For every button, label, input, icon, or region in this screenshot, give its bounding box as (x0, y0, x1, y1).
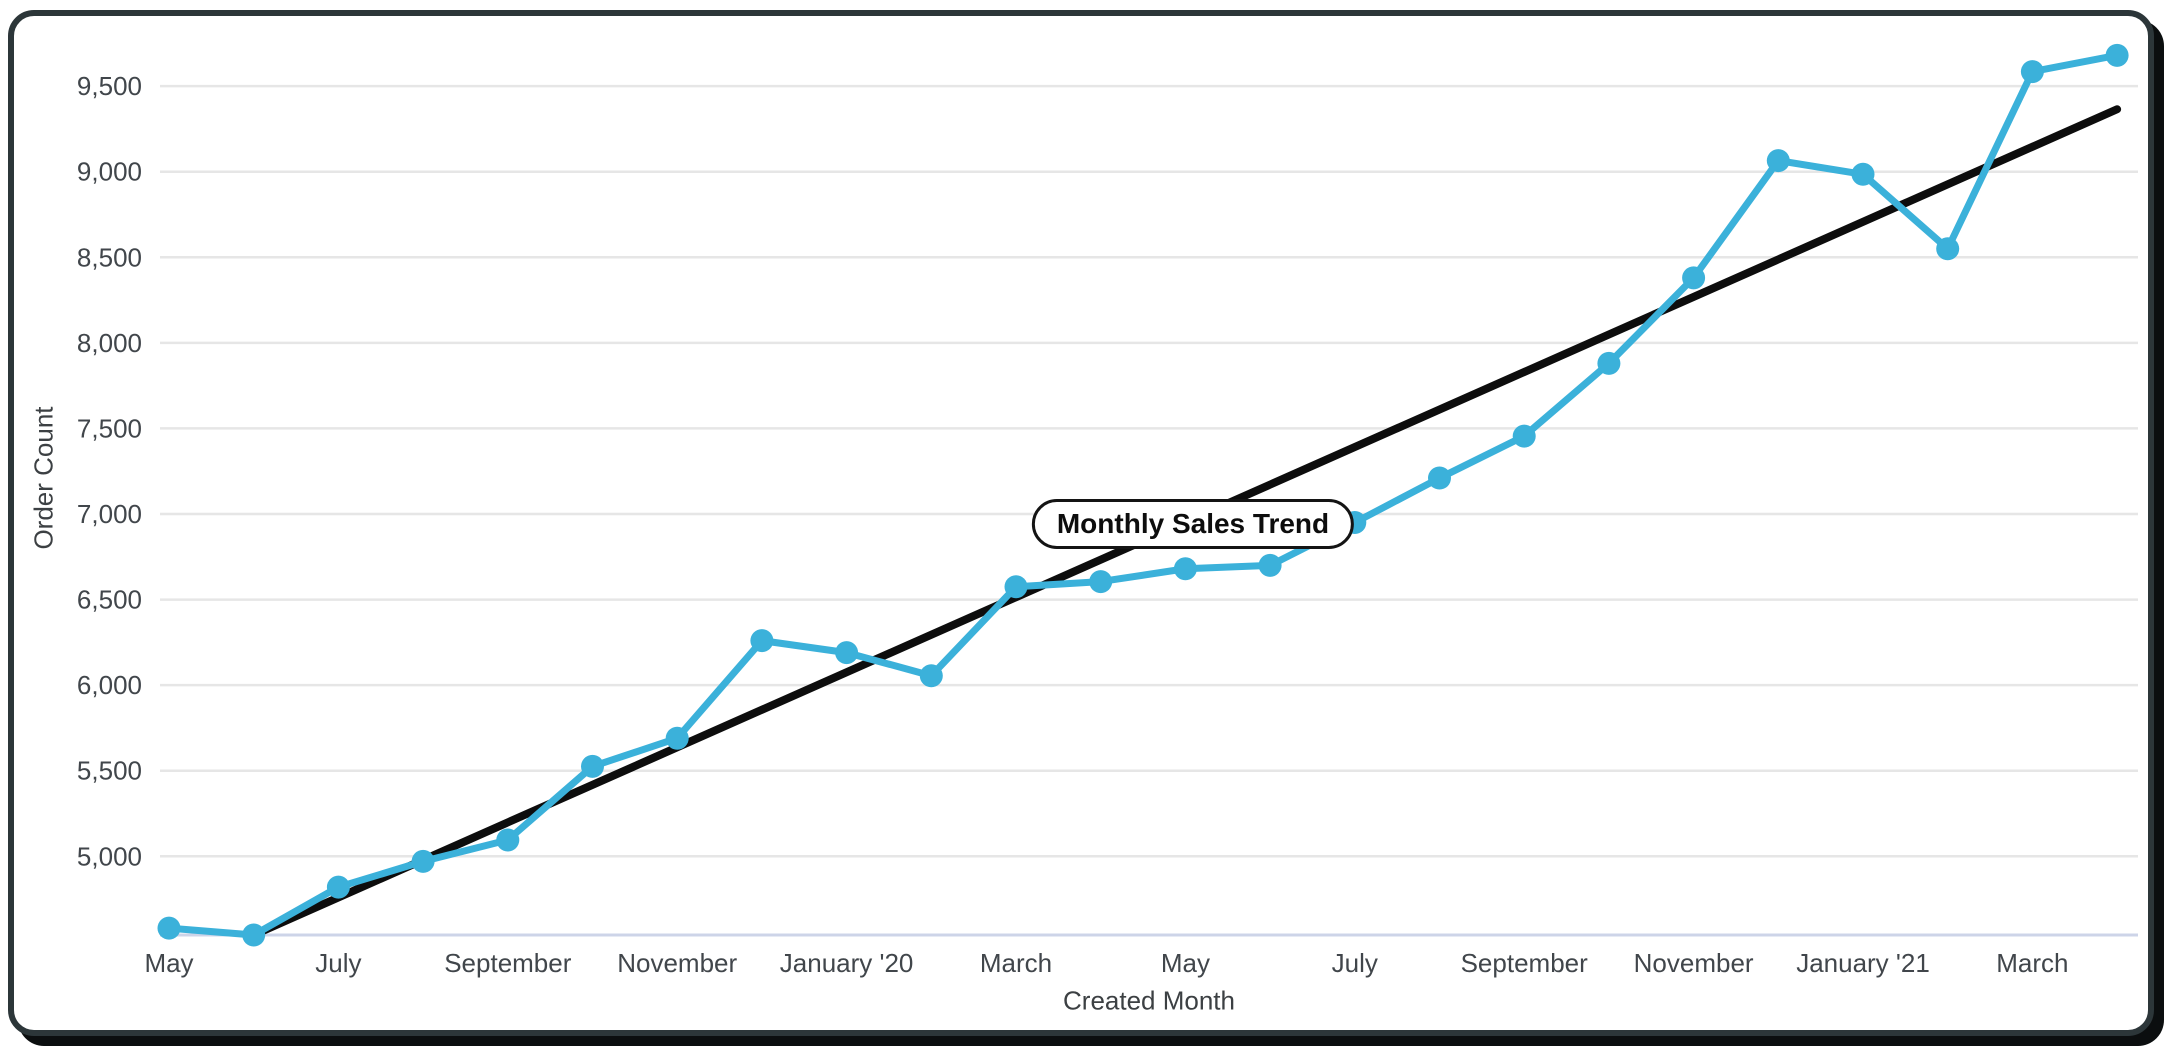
data-point-marker[interactable] (581, 754, 604, 778)
y-axis-tick-label: 5,000 (77, 841, 142, 871)
y-axis-tick-label: 7,000 (77, 499, 142, 529)
data-point-marker[interactable] (1173, 557, 1197, 581)
x-axis-title: Created Month (1063, 985, 1235, 1016)
data-point-marker[interactable] (2020, 60, 2044, 84)
data-point-marker[interactable] (1851, 162, 1875, 186)
data-point-marker[interactable] (1597, 351, 1621, 375)
y-axis-tick-label: 7,500 (77, 413, 142, 443)
y-axis-tick-label: 9,000 (77, 157, 142, 187)
data-point-marker[interactable] (1258, 553, 1282, 577)
x-axis-tick-label: November (617, 948, 737, 978)
x-axis-tick-label: September (444, 948, 572, 978)
data-point-marker[interactable] (242, 923, 266, 947)
x-axis-tick-label: January '20 (780, 948, 914, 978)
data-point-marker[interactable] (919, 664, 943, 688)
x-axis-tick-label: July (315, 948, 361, 978)
data-point-marker[interactable] (835, 641, 859, 665)
y-axis-tick-label: 6,500 (77, 585, 142, 615)
x-axis-tick-label: November (1634, 948, 1754, 978)
data-point-marker[interactable] (2105, 43, 2129, 67)
y-axis-tick-label: 8,000 (77, 328, 142, 358)
x-axis-tick-label: May (1161, 948, 1210, 978)
data-point-marker[interactable] (326, 875, 350, 899)
y-axis-tick-label: 9,500 (77, 71, 142, 101)
data-point-marker[interactable] (411, 849, 435, 873)
order-count-series-line (165, 51, 2121, 939)
data-point-marker[interactable] (1766, 149, 1790, 173)
x-axis-tick-label: March (980, 948, 1052, 978)
x-axis-tick-label: March (1996, 948, 2068, 978)
y-axis-tick-label: 5,500 (77, 756, 142, 786)
data-point-marker[interactable] (1936, 237, 1960, 261)
x-axis-tick-label: May (144, 948, 193, 978)
data-point-marker[interactable] (1682, 266, 1706, 290)
y-axis-title: Order Count (28, 406, 59, 550)
y-axis-tick-label: 6,000 (77, 670, 142, 700)
data-point-marker[interactable] (157, 916, 181, 940)
data-point-marker[interactable] (1428, 466, 1451, 490)
chart-title-pill: Monthly Sales Trend (1031, 499, 1355, 549)
x-axis-tick-label: January '21 (1796, 948, 1930, 978)
data-point-marker[interactable] (1512, 424, 1536, 448)
y-axis-tick-label: 8,500 (77, 242, 142, 272)
data-point-marker[interactable] (750, 629, 774, 653)
x-axis-tick-label: September (1461, 948, 1589, 978)
data-point-marker[interactable] (665, 726, 689, 750)
x-axis-tick-label: July (1332, 948, 1378, 978)
data-point-marker[interactable] (1089, 570, 1113, 594)
data-point-marker[interactable] (496, 828, 520, 852)
data-point-marker[interactable] (1004, 575, 1028, 599)
